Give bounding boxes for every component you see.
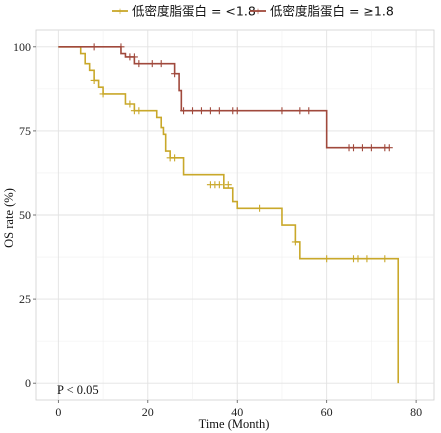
legend-marker-low: + — [117, 4, 124, 18]
series-1 — [58, 43, 393, 152]
censor-mark — [171, 70, 179, 78]
censor-mark — [135, 107, 143, 115]
series-group — [58, 43, 400, 384]
censor-mark — [117, 43, 125, 51]
censor-mark — [130, 53, 138, 61]
censor-mark — [215, 181, 223, 189]
series-0 — [58, 46, 400, 384]
censor-mark — [215, 107, 223, 115]
x-axis-title: Time (Month) — [199, 417, 270, 431]
censor-mark — [305, 107, 313, 115]
series-line — [58, 46, 390, 149]
censor-mark — [180, 107, 188, 115]
legend: + 低密度脂蛋白 = <1.8 + 低密度脂蛋白 = ≥1.8 — [112, 4, 394, 19]
x-tick-label: 0 — [55, 405, 61, 419]
x-tick-label: 80 — [410, 405, 422, 419]
y-tick-label: 50 — [19, 208, 31, 222]
legend-label-high: 低密度脂蛋白 = ≥1.8 — [270, 4, 394, 19]
y-axis-title: OS rate (%) — [2, 188, 16, 248]
legend-label-low: 低密度脂蛋白 = <1.8 — [132, 4, 256, 19]
censor-mark — [224, 181, 232, 189]
x-tick-label: 60 — [321, 405, 333, 419]
censor-mark — [278, 107, 286, 115]
censor-mark — [135, 60, 143, 68]
y-tick-label: 100 — [13, 40, 31, 54]
censor-mark — [367, 144, 375, 152]
censor-mark — [350, 144, 358, 152]
censor-mark — [126, 100, 134, 108]
censor-mark — [296, 107, 304, 115]
p-value-annotation: P < 0.05 — [57, 383, 99, 397]
censor-mark — [363, 255, 371, 263]
censor-mark — [206, 107, 214, 115]
y-tick-label: 25 — [19, 292, 31, 306]
censor-mark — [171, 154, 179, 162]
censor-mark — [189, 107, 197, 115]
censor-mark — [385, 144, 393, 152]
legend-marker-high: + — [255, 4, 262, 18]
censor-mark — [256, 204, 264, 212]
x-tick-label: 20 — [142, 405, 154, 419]
y-tick-label: 0 — [25, 376, 31, 390]
x-ticks: 0 20 40 60 80 — [55, 400, 422, 419]
y-tick-label: 75 — [19, 124, 31, 138]
series-line — [58, 46, 400, 384]
censor-mark — [148, 60, 156, 68]
censor-mark — [99, 90, 107, 98]
censor-mark — [233, 107, 241, 115]
censor-mark — [197, 107, 205, 115]
y-ticks: 0 25 50 75 100 — [13, 40, 36, 390]
censor-mark — [381, 255, 389, 263]
censor-mark — [90, 76, 98, 84]
censor-mark — [90, 43, 98, 51]
censor-mark — [354, 255, 362, 263]
censor-mark — [358, 144, 366, 152]
x-tick-label: 40 — [231, 405, 243, 419]
censor-mark — [323, 255, 331, 263]
censor-mark — [157, 60, 165, 68]
censor-mark — [291, 238, 299, 246]
